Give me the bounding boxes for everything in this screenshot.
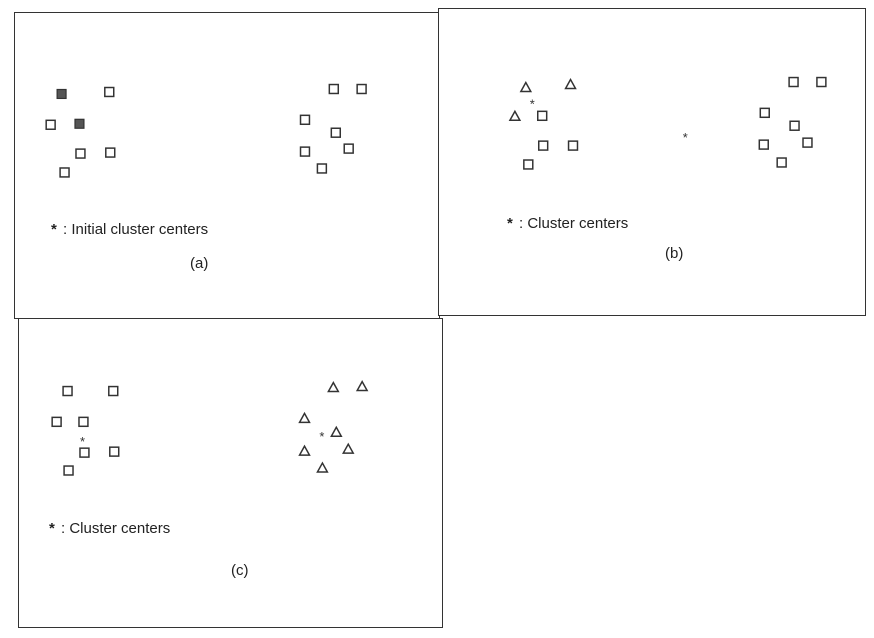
- data-point-triangle: [519, 80, 533, 93]
- initial-center-marker: [74, 118, 85, 129]
- data-point-triangle: [330, 425, 343, 437]
- cluster-center-marker: *: [530, 96, 535, 111]
- data-point-square: [51, 416, 62, 428]
- panel-a-legend: * : Initial cluster centers: [51, 221, 208, 238]
- panel-a-points: [45, 83, 367, 178]
- data-point-square: [78, 416, 89, 428]
- data-point-triangle: [298, 411, 311, 424]
- data-point-square: [802, 137, 813, 148]
- panel-b-legend: * : Cluster centers: [507, 215, 628, 232]
- data-point-square: [104, 86, 115, 98]
- legend-text: : Cluster centers: [61, 520, 171, 537]
- data-point-square: [316, 163, 328, 174]
- panel-a: * : Initial cluster centers (a): [14, 12, 440, 319]
- center-symbol: *: [507, 215, 513, 232]
- panel-c-points: * *: [51, 380, 369, 476]
- panel-b-caption: (b): [665, 245, 684, 262]
- data-point-square: [108, 385, 119, 397]
- data-point-square: [523, 159, 534, 170]
- data-point-square: [789, 120, 800, 131]
- data-point-triangle: [327, 381, 340, 393]
- panel-c-legend: * : Cluster centers: [49, 520, 170, 537]
- data-point-triangle: [316, 461, 329, 473]
- data-point-square: [816, 76, 827, 88]
- data-point-square: [343, 143, 354, 154]
- data-point-triangle: [342, 442, 355, 454]
- panel-b: * * * : Cluster centers (b): [438, 8, 866, 316]
- data-point-triangle: [298, 444, 311, 456]
- initial-center-marker: [56, 88, 67, 100]
- data-point-square: [356, 83, 367, 95]
- center-symbol: *: [51, 221, 57, 238]
- legend-text: : Initial cluster centers: [63, 221, 209, 238]
- panel-c: * * * : Cluster centers (c): [18, 318, 443, 628]
- data-point-square: [75, 148, 86, 159]
- data-point-square: [537, 140, 549, 151]
- data-point-square: [105, 147, 116, 158]
- data-point-square: [788, 76, 799, 88]
- data-point-square: [45, 119, 56, 130]
- data-point-triangle: [355, 380, 369, 392]
- data-point-square: [759, 107, 770, 119]
- data-point-square: [328, 83, 340, 95]
- data-point-square: [109, 446, 120, 457]
- data-point-square: [299, 146, 311, 157]
- data-point-square: [59, 167, 70, 178]
- cluster-center-marker: *: [80, 434, 85, 449]
- data-point-square: [299, 114, 311, 126]
- data-point-triangle: [508, 109, 522, 122]
- data-point-square: [79, 447, 90, 458]
- data-point-square: [63, 465, 74, 476]
- center-symbol: *: [49, 520, 55, 537]
- cluster-center-marker: *: [319, 429, 324, 444]
- data-point-square: [330, 127, 342, 138]
- panel-c-caption: (c): [231, 562, 249, 579]
- data-point-square: [758, 139, 769, 150]
- panel-a-caption: (a): [190, 255, 209, 272]
- data-point-square: [537, 110, 548, 122]
- cluster-center-marker: *: [683, 130, 688, 145]
- data-point-square: [776, 157, 787, 168]
- data-point-triangle: [564, 78, 577, 90]
- legend-text: : Cluster centers: [519, 215, 629, 232]
- data-point-square: [62, 385, 73, 397]
- panel-b-points: * *: [508, 76, 827, 170]
- data-point-square: [567, 140, 579, 151]
